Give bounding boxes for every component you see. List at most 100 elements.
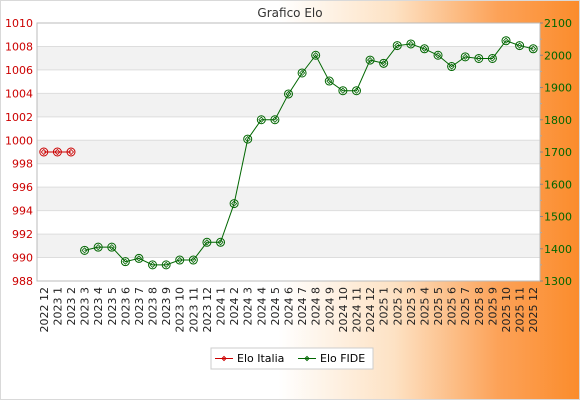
data-point-inner	[299, 69, 306, 77]
left-tick-label: 1010	[5, 17, 33, 30]
data-point	[433, 50, 443, 60]
x-tick-label: 2024 4	[255, 287, 268, 326]
data-point	[256, 115, 266, 125]
right-tick-label: 1600	[544, 178, 572, 191]
x-tick-label: 2025 5	[432, 287, 445, 326]
legend-elo-fide-label: Elo FIDE	[320, 352, 365, 365]
right-tick-label: 1800	[544, 114, 572, 127]
data-point-inner	[516, 42, 523, 49]
data-point-inner	[176, 256, 183, 264]
series-1	[80, 36, 538, 270]
x-tick-label: 2025 7	[459, 287, 472, 326]
data-point	[39, 147, 49, 157]
x-tick-label: 2023 1	[51, 287, 64, 326]
series-0	[39, 147, 76, 157]
left-tick-label: 992	[12, 228, 33, 241]
left-tick-label: 994	[12, 205, 33, 218]
data-point-inner	[394, 42, 401, 49]
x-tick-label: 2025 11	[514, 287, 527, 333]
data-point	[447, 62, 457, 72]
data-point-inner	[231, 200, 238, 207]
right-tick-label: 1900	[544, 82, 572, 95]
data-point-inner	[203, 239, 210, 246]
grid-band	[37, 93, 540, 117]
right-tick-label: 1700	[544, 146, 572, 159]
data-point	[148, 260, 158, 270]
data-point	[161, 260, 171, 270]
data-point	[284, 89, 293, 99]
data-point	[460, 52, 470, 62]
data-point	[270, 115, 280, 125]
data-point	[107, 242, 117, 252]
x-tick-label: 2025 8	[473, 287, 486, 326]
left-tick-label: 998	[12, 158, 33, 171]
data-point	[311, 50, 321, 60]
data-point	[188, 255, 198, 265]
x-tick-label: 2024 11	[350, 287, 363, 333]
chart-title: Grafico Elo	[257, 6, 322, 20]
data-point	[379, 58, 389, 68]
right-axis-ticks: 1300 1400 1500 1600 1700 1800 1900 2000 2100	[540, 17, 572, 288]
data-point-inner	[502, 37, 510, 44]
right-tick-label: 1500	[544, 211, 572, 224]
data-point	[243, 134, 253, 144]
data-point-inner	[380, 60, 387, 67]
data-point-inner	[54, 148, 61, 156]
data-point-inner	[122, 258, 129, 265]
data-point-inner	[149, 261, 156, 268]
data-point-inner	[67, 148, 75, 156]
x-tick-label: 2024 7	[296, 287, 309, 326]
data-point-inner	[448, 63, 455, 70]
data-point	[120, 257, 130, 267]
data-point-inner	[285, 90, 292, 98]
grid-band	[37, 163, 540, 188]
data-point	[528, 44, 538, 54]
data-point-inner	[190, 256, 197, 264]
data-point-inner	[81, 247, 88, 254]
legend-elo-italia-marker	[221, 355, 227, 362]
x-tick-label: 2023 5	[106, 287, 119, 326]
left-tick-label: 1008	[5, 40, 33, 53]
data-point	[365, 55, 375, 65]
data-point	[229, 199, 239, 209]
data-point-inner	[217, 239, 224, 246]
x-tick-label: 2025 1	[378, 287, 391, 326]
data-point-inner	[163, 261, 170, 268]
x-tick-label: 2023 4	[92, 287, 105, 326]
data-point	[66, 147, 76, 157]
x-tick-label: 2025 2	[391, 287, 404, 326]
data-point	[52, 147, 62, 157]
left-tick-label: 988	[12, 275, 33, 288]
legend-elo-italia-label: Elo Italia	[237, 352, 284, 365]
x-tick-label: 2024 9	[323, 287, 336, 326]
data-point-inner	[407, 40, 414, 48]
x-tick-label: 2024 3	[242, 287, 255, 326]
grid-band	[37, 257, 540, 281]
right-tick-label: 2100	[544, 17, 572, 30]
data-point	[324, 76, 334, 86]
x-tick-label: 2025 9	[486, 287, 499, 326]
data-point	[406, 39, 416, 49]
legend: Elo Italia Elo FIDE	[210, 347, 374, 370]
data-point-inner	[475, 55, 482, 62]
right-tick-label: 1400	[544, 243, 572, 256]
x-tick-label: 2023 12	[201, 287, 214, 333]
data-point-inner	[244, 136, 251, 143]
data-point-inner	[108, 244, 115, 251]
left-tick-label: 996	[12, 181, 33, 194]
data-point	[515, 41, 525, 51]
data-point	[134, 253, 144, 263]
x-tick-label: 2023 9	[160, 287, 173, 326]
data-point	[351, 86, 361, 96]
data-point-inner	[135, 255, 143, 262]
data-point	[392, 41, 402, 51]
data-point-inner	[95, 244, 102, 251]
x-tick-label: 2025 10	[500, 287, 513, 333]
right-tick-label: 1300	[544, 275, 572, 288]
x-tick-label: 2025 3	[405, 287, 418, 326]
data-point	[419, 44, 429, 54]
x-tick-label: 2024 1	[215, 287, 228, 326]
grid-lines	[37, 45, 540, 259]
